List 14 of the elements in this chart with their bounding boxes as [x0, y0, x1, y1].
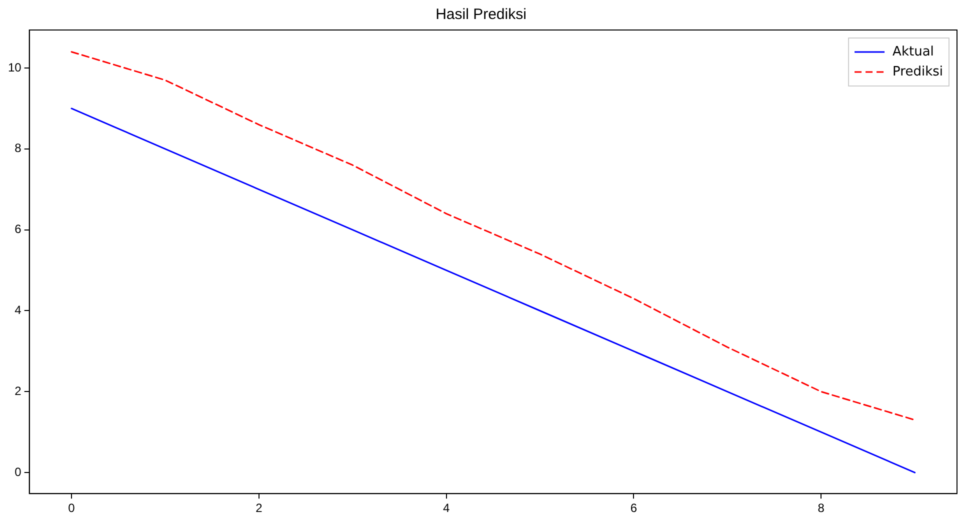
x-tick-label: 6: [630, 501, 638, 516]
x-tick-label: 8: [818, 501, 825, 516]
x-tick-label: 4: [442, 501, 450, 516]
y-tick-label: 8: [14, 141, 22, 156]
chart-title: Hasil Prediksi: [436, 6, 526, 24]
y-tick-label: 2: [14, 384, 22, 398]
y-tick-label: 4: [14, 303, 22, 318]
y-tick-label: 6: [14, 222, 22, 236]
x-tick-label: 2: [256, 501, 263, 516]
legend-label: Prediksi: [892, 64, 944, 80]
x-tick-label: 0: [68, 501, 76, 516]
y-tick-label: 0: [14, 464, 22, 479]
y-tick-label: 10: [8, 60, 22, 74]
legend-label: Aktual: [892, 44, 934, 60]
